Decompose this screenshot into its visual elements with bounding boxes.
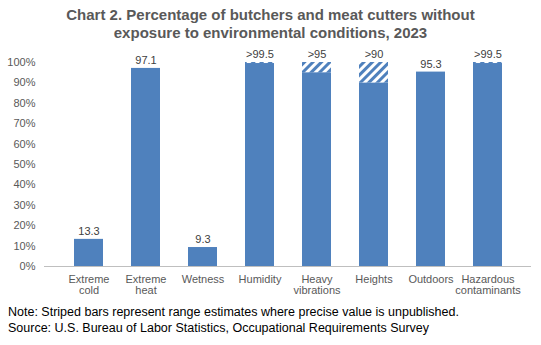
svg-text:>95: >95	[308, 48, 327, 60]
html-text:Note: Striped bars represent r: Note: Striped bars represent range estim…	[8, 305, 459, 319]
svg-text:>99.5: >99.5	[474, 48, 502, 60]
svg-text:97.1: 97.1	[135, 54, 156, 66]
svg-text:Extremeheat: Extremeheat	[126, 273, 167, 296]
svg-text:Hazardouscontaminants: Hazardouscontaminants	[455, 273, 521, 296]
svg-text:Heavyvibrations: Heavyvibrations	[293, 273, 341, 296]
svg-text:13.3: 13.3	[78, 225, 99, 237]
svg-text:100%: 100%	[7, 56, 35, 68]
svg-text:0%: 0%	[20, 260, 36, 272]
svg-text:80%: 80%	[13, 97, 35, 109]
svg-text:Heights: Heights	[355, 273, 393, 285]
html-text:Chart 2. Percentage of butcher: Chart 2. Percentage of butchers and meat…	[66, 6, 475, 41]
svg-text:95.3: 95.3	[420, 58, 441, 70]
svg-text:9.3: 9.3	[195, 233, 210, 245]
svg-text:90%: 90%	[13, 76, 35, 88]
svg-text:40%: 40%	[13, 178, 35, 190]
svg-text:20%: 20%	[13, 219, 35, 231]
svg-text:30%: 30%	[13, 199, 35, 211]
svg-text:Humidity: Humidity	[239, 273, 282, 285]
svg-text:>90: >90	[365, 48, 384, 60]
svg-text:>99.5: >99.5	[246, 48, 274, 60]
svg-text:70%: 70%	[13, 117, 35, 129]
svg-text:50%: 50%	[13, 158, 35, 170]
svg-text:10%: 10%	[13, 240, 35, 252]
svg-text:Extremecold: Extremecold	[69, 273, 110, 296]
svg-text:60%: 60%	[13, 138, 35, 150]
svg-text:Outdoors: Outdoors	[408, 273, 454, 285]
svg-text:Wetness: Wetness	[182, 273, 225, 285]
html-text:Source: U.S. Bureau of Labor S: Source: U.S. Bureau of Labor Statistics,…	[8, 321, 429, 335]
